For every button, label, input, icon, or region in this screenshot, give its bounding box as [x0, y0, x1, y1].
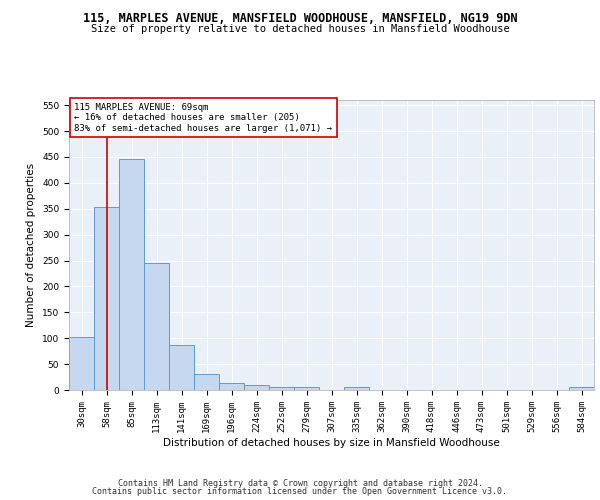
Bar — [144, 262, 169, 390]
Y-axis label: Number of detached properties: Number of detached properties — [26, 163, 37, 327]
Bar — [344, 388, 369, 390]
Bar — [219, 383, 244, 390]
Bar — [269, 387, 294, 390]
Bar — [94, 207, 119, 390]
Bar — [244, 386, 269, 390]
Bar — [119, 158, 144, 390]
Text: 115 MARPLES AVENUE: 69sqm
← 16% of detached houses are smaller (205)
83% of semi: 115 MARPLES AVENUE: 69sqm ← 16% of detac… — [74, 103, 332, 132]
Text: 115, MARPLES AVENUE, MANSFIELD WOODHOUSE, MANSFIELD, NG19 9DN: 115, MARPLES AVENUE, MANSFIELD WOODHOUSE… — [83, 12, 517, 26]
Text: Contains public sector information licensed under the Open Government Licence v3: Contains public sector information licen… — [92, 487, 508, 496]
Bar — [294, 388, 319, 390]
Text: Contains HM Land Registry data © Crown copyright and database right 2024.: Contains HM Land Registry data © Crown c… — [118, 478, 482, 488]
Bar — [69, 336, 94, 390]
Bar — [194, 374, 219, 390]
Bar — [569, 388, 594, 390]
X-axis label: Distribution of detached houses by size in Mansfield Woodhouse: Distribution of detached houses by size … — [163, 438, 500, 448]
Bar — [169, 345, 194, 390]
Text: Size of property relative to detached houses in Mansfield Woodhouse: Size of property relative to detached ho… — [91, 24, 509, 34]
